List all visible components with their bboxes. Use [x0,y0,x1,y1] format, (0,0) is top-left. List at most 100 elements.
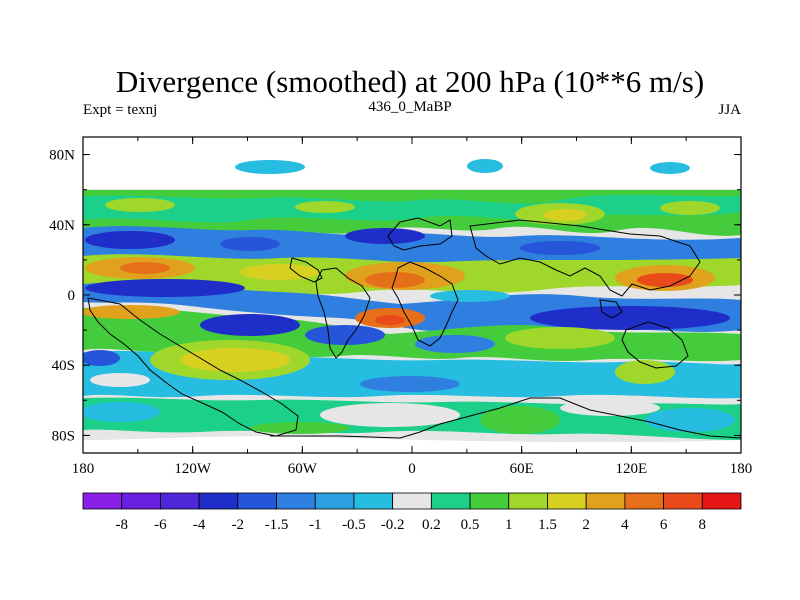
colorbar-box [469,492,510,510]
y-tick-label: 40N [49,218,75,234]
colorbar-box [82,492,123,510]
contour-blob [85,279,245,297]
colorbar-label: -8 [115,517,128,533]
coastline-australia [621,321,689,369]
contour-blob [505,327,615,349]
colorbar-label: 4 [621,517,629,533]
x-tick-label: 60W [288,461,318,477]
contour-blob [467,159,503,173]
contour-blob [375,315,405,325]
colorbar-box [701,492,742,510]
coastline-south-america [315,267,371,359]
colorbar-label: -1 [309,517,322,533]
contour-blob [480,406,560,434]
colorbar-box [276,492,316,510]
x-tick-label: 180 [72,461,95,477]
colorbar-box [237,492,277,510]
contour-blob [543,209,587,221]
colorbar-box [198,492,239,510]
coastline-north-america [87,297,299,437]
x-tick-label: 120W [174,461,212,477]
contour-blob [235,160,305,174]
coastline-africa [391,261,459,347]
colorbar-box [430,492,471,510]
contour-blob [90,373,150,387]
y-tick-label: 80N [49,148,75,164]
left-string: Expt = texnj [83,102,157,118]
polar-north-blank [83,137,741,189]
colorbar [82,492,742,510]
y-tick-label: 0 [68,288,76,304]
contour-blob [250,422,350,434]
contour-blob [220,237,280,251]
colorbar-labels: -8 -6 -4 -2 -1.5 -1 -0.5 -0.2 0.2 0.5 1 1.5 2 4 6 8 [115,517,706,533]
colorbar-box [547,492,587,510]
colorbar-label: 0.5 [461,517,480,533]
center-string: 436_0_MaBP [368,99,451,115]
colorbar-label: -0.5 [342,517,366,533]
colorbar-box [160,492,200,510]
contour-blob [645,408,735,432]
colorbar-label: 2 [582,517,590,533]
contour-blob [345,228,425,244]
contour-blob [520,241,600,255]
colorbar-label: -2 [232,517,245,533]
coastline-outlines [87,217,741,439]
colorbar-box [508,492,548,510]
contour-blob [430,290,510,302]
contour-blob [200,314,300,336]
y-axis-ticks: 80N 40N 0 40S 80S [49,148,741,444]
colorbar-label: 0.2 [422,517,441,533]
coastline-central-america [289,257,323,283]
colorbar-label: 8 [699,517,707,533]
x-tick-label: 180 [730,461,753,477]
coastline-antarctica [270,397,741,439]
contour-blob [83,350,120,366]
colorbar-label: -4 [193,517,206,533]
contour-blob [360,376,460,392]
contour-blob [320,403,460,427]
contour-fill-layer [83,137,741,453]
right-string: JJA [718,102,741,118]
contour-blob [415,335,495,353]
contour-blob [660,201,720,215]
colorbar-box [314,492,355,510]
contour-blob [180,348,290,372]
contour-blob [305,325,385,345]
contour-blob [83,402,160,422]
contour-blob [105,198,175,212]
contour-blob [615,360,675,384]
x-tick-label: 0 [408,461,416,477]
colorbar-label: 1.5 [538,517,557,533]
colorbar-box [585,492,626,510]
y-tick-label: 80S [52,428,75,444]
colorbar-box [121,492,161,510]
coastline-europe [387,217,453,251]
contour-blob [120,262,170,274]
contour-blob [83,305,180,319]
antarctic-blank [83,436,741,453]
y-tick-label: 40S [52,358,75,374]
colorbar-label: 1 [505,517,513,533]
contour-blob [650,162,690,174]
colorbar-label: -6 [154,517,167,533]
coastline-asia [469,219,701,297]
colorbar-box [392,492,432,510]
contour-blob [295,201,355,213]
contour-blob [85,231,175,249]
coastline-indonesia [599,299,623,319]
contour-blob [637,273,693,287]
contour-band-north-blue [83,226,741,268]
plot-area: 180 120W 60W 0 60E 120E 180 80N 40N 0 40S 80S [49,136,753,477]
x-axis-ticks: 180 120W 60W 0 60E 120E 180 [72,137,753,477]
x-tick-label: 120E [615,461,647,477]
contour-blob [530,306,730,330]
x-tick-label: 60E [510,461,534,477]
contour-blob [560,400,660,416]
colorbar-label: 6 [660,517,668,533]
colorbar-box [624,492,664,510]
chart-title: Divergence (smoothed) at 200 hPa (10**6 … [116,64,704,99]
colorbar-label: -1.5 [265,517,289,533]
colorbar-label: -0.2 [381,517,405,533]
